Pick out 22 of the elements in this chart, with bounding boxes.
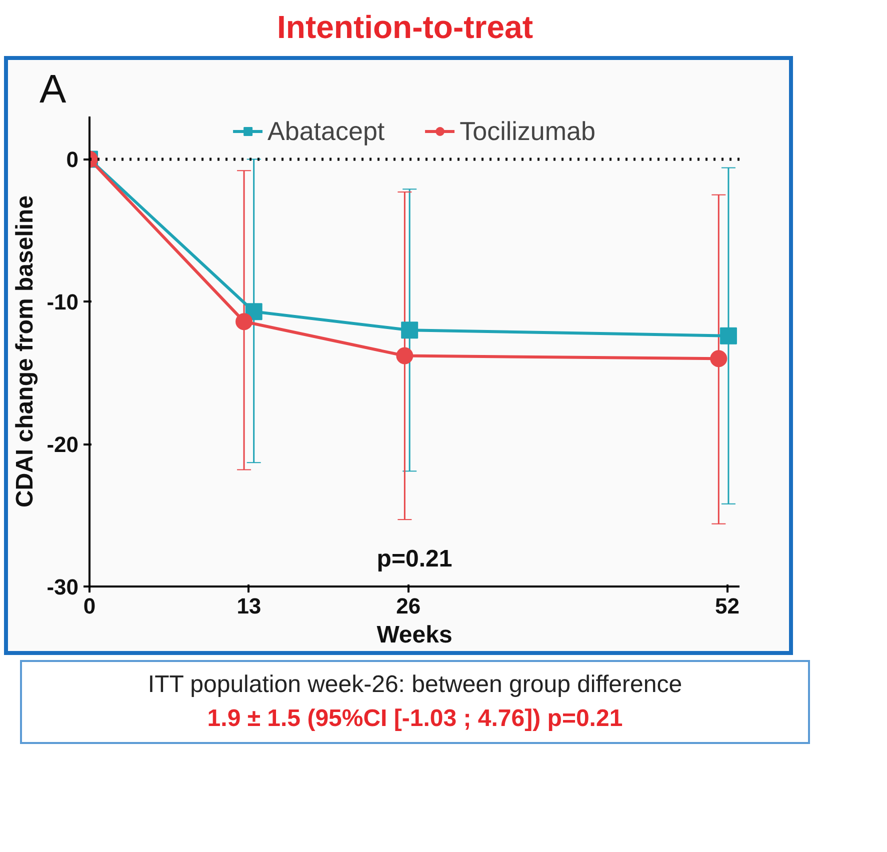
point — [720, 327, 737, 344]
point — [236, 312, 253, 330]
point — [396, 346, 414, 364]
x-axis-title: Weeks — [376, 621, 452, 648]
y-tick-label: -20 — [46, 432, 78, 457]
text: ITT population week-26: between group difference — [148, 670, 682, 700]
y-axis-title: CDAI change from baseline — [12, 195, 39, 508]
x-tick-label: 0 — [83, 593, 96, 618]
point — [401, 321, 418, 338]
y-tick-label: -30 — [46, 574, 78, 600]
x-tick-label: 26 — [396, 593, 421, 618]
chart-title: Intention-to-treat — [277, 8, 533, 47]
annotation: p=0.21 — [376, 545, 452, 572]
legend-label: Abatacept — [268, 116, 385, 147]
legend-label: Tocilizumab — [460, 116, 596, 147]
x-tick-label: 52 — [715, 593, 740, 618]
text: A — [40, 67, 66, 112]
y-tick-label: 0 — [66, 146, 79, 172]
point — [710, 350, 728, 367]
x-tick-label: 13 — [236, 593, 262, 618]
y-tick-label: -10 — [46, 289, 78, 314]
text: 1.9 ± 1.5 (95%CI [-1.03 ; 4.76]) p=0.21 — [206, 704, 624, 734]
